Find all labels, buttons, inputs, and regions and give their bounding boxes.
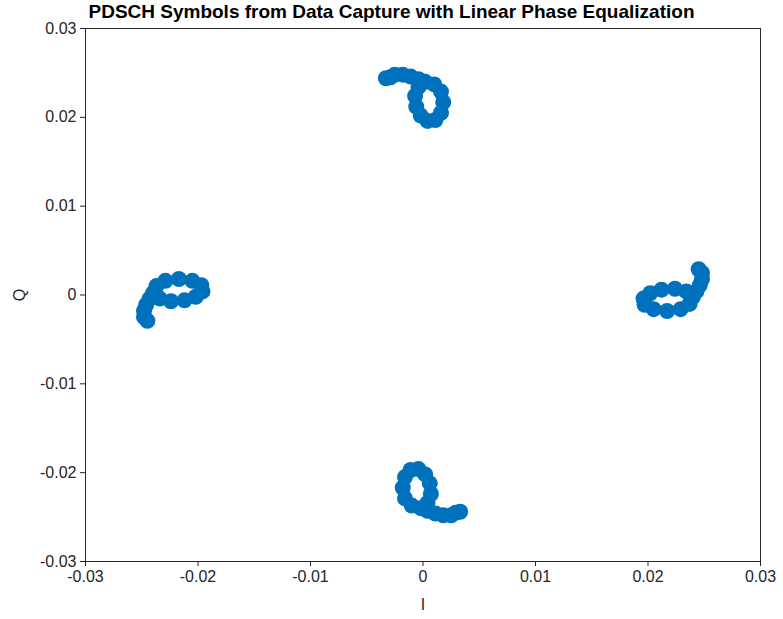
svg-text:-0.01: -0.01 xyxy=(40,375,77,392)
svg-text:-0.03: -0.03 xyxy=(67,568,104,585)
svg-text:0: 0 xyxy=(419,568,428,585)
svg-text:0: 0 xyxy=(68,286,77,303)
svg-text:0.02: 0.02 xyxy=(632,568,663,585)
svg-text:I: I xyxy=(421,596,425,613)
svg-text:-0.02: -0.02 xyxy=(40,464,77,481)
svg-text:-0.03: -0.03 xyxy=(40,552,77,570)
svg-text:0.01: 0.01 xyxy=(520,568,551,585)
html-text:PDSCH Symbols from Data Captur: PDSCH Symbols from Data Capture with Lin… xyxy=(88,1,695,22)
svg-text:0.01: 0.01 xyxy=(45,197,76,214)
svg-text:0.03: 0.03 xyxy=(745,568,776,585)
svg-text:-0.01: -0.01 xyxy=(292,568,329,585)
svg-text:-0.02: -0.02 xyxy=(180,568,217,585)
svg-text:0.03: 0.03 xyxy=(45,20,76,37)
svg-text:Q: Q xyxy=(11,289,28,301)
svg-text:0.02: 0.02 xyxy=(45,108,76,125)
